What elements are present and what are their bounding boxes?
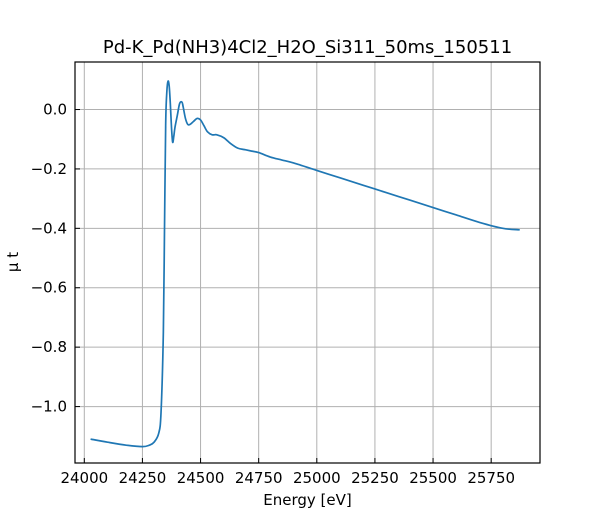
- y-tick-label: −0.2: [31, 160, 67, 178]
- x-tick-label: 24000: [60, 469, 108, 487]
- x-tick-label: 24500: [177, 469, 225, 487]
- y-tick-label: −1.0: [31, 398, 67, 416]
- x-tick-label: 25250: [351, 469, 399, 487]
- ticks-layer: 24000 24250 24500 24750 25000 25250 25500 25750…: [31, 101, 515, 487]
- x-axis-label: Energy [eV]: [263, 491, 351, 509]
- y-tick-label: 0.0: [43, 101, 67, 119]
- grid-layer: [75, 62, 540, 463]
- x-tick-label: 24750: [235, 469, 283, 487]
- y-tick-label: −0.8: [31, 338, 67, 356]
- x-tick-label: 25750: [467, 469, 515, 487]
- series-layer: [90, 80, 520, 448]
- y-tick-label: −0.4: [31, 219, 67, 237]
- chart-title: Pd-K_Pd(NH3)4Cl2_H2O_Si311_50ms_150511: [103, 37, 512, 58]
- plot-frame: [74, 61, 541, 464]
- y-axis-label: μ t: [4, 252, 22, 272]
- series-line: [90, 80, 520, 448]
- x-tick-label: 24250: [119, 469, 167, 487]
- x-tick-label: 25000: [293, 469, 341, 487]
- x-tick-label: 25500: [409, 469, 457, 487]
- y-tick-label: −0.6: [31, 279, 67, 297]
